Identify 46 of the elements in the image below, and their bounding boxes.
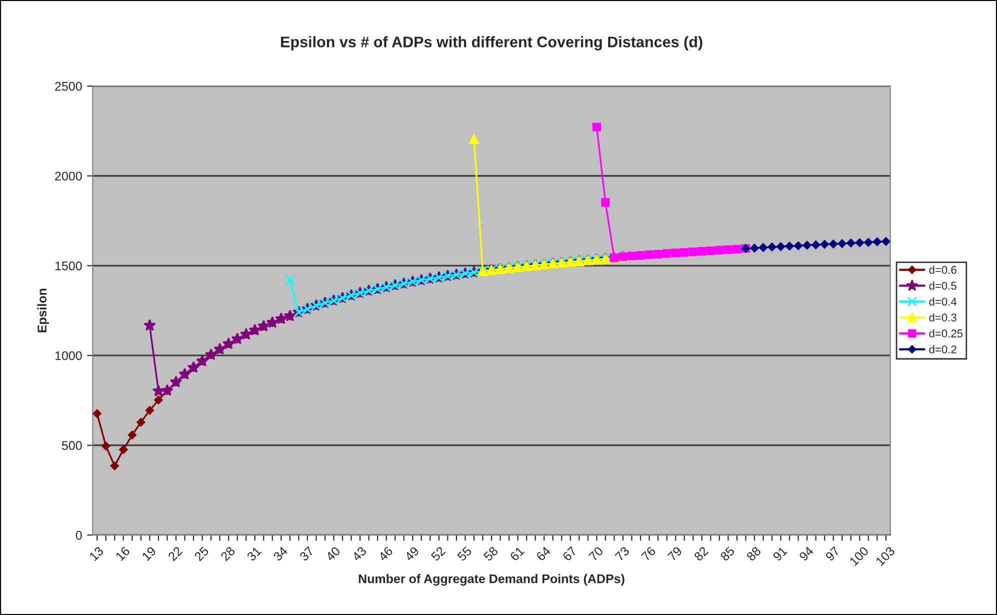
- x-tick-label: 49: [404, 546, 420, 562]
- legend-label: d=0.4: [929, 297, 957, 306]
- y-tick-label: 2000: [55, 172, 82, 181]
- x-tick-label: 19: [142, 546, 157, 562]
- x-tick-label: 103: [875, 546, 896, 566]
- x-tick-label: 85: [720, 546, 736, 562]
- x-tick-label: 43: [351, 546, 367, 562]
- legend-label: d=0.6: [929, 266, 956, 274]
- x-tick-label: 22: [168, 546, 183, 562]
- y-tick-label: 500: [62, 441, 82, 450]
- x-tick-label: 91: [772, 546, 788, 562]
- x-tick-label: 64: [536, 546, 552, 562]
- x-tick-label: 25: [194, 546, 210, 562]
- x-tick-label: 55: [456, 546, 472, 562]
- y-tick-label: 2500: [55, 82, 82, 91]
- y-tick-label: 1000: [55, 351, 82, 360]
- x-tick-label: 67: [562, 546, 578, 562]
- legend-label: d=0.2: [929, 345, 956, 354]
- legend-label: d=0.25: [929, 329, 963, 338]
- y-tick-label: 1500: [55, 261, 82, 270]
- x-tick-label: 34: [272, 546, 288, 562]
- x-tick-label: 31: [246, 546, 262, 562]
- x-tick-label: 79: [667, 546, 682, 562]
- x-tick-label: 28: [220, 546, 236, 562]
- legend-label: d=0.5: [929, 282, 956, 290]
- chart-title: Epsilon vs # of ADPs with different Covering Distances (d): [281, 36, 702, 50]
- x-tick-label: 76: [640, 546, 656, 562]
- legend-label: d=0.3: [929, 313, 956, 322]
- x-tick-label: 70: [588, 546, 604, 562]
- x-tick-label: 40: [325, 546, 341, 562]
- x-tick-label: 37: [298, 546, 314, 562]
- y-tick-label: 0: [76, 530, 82, 540]
- x-tick-label: 100: [849, 546, 870, 566]
- x-tick-label: 97: [824, 546, 840, 562]
- x-tick-label: 16: [115, 546, 130, 562]
- x-tick-label: 13: [88, 546, 104, 562]
- x-tick-label: 73: [614, 546, 630, 562]
- y-axis-title: Epsilon: [37, 288, 49, 332]
- x-tick-label: 58: [483, 546, 498, 562]
- x-tick-label: 82: [693, 546, 709, 562]
- x-tick-label: 88: [746, 546, 762, 562]
- x-tick-label: 52: [430, 546, 446, 562]
- x-tick-label: 46: [378, 546, 394, 562]
- x-axis-title: Number of Aggregate Demand Points (ADPs): [358, 574, 624, 586]
- x-tick-label: 94: [798, 546, 814, 562]
- x-tick-label: 61: [509, 546, 525, 562]
